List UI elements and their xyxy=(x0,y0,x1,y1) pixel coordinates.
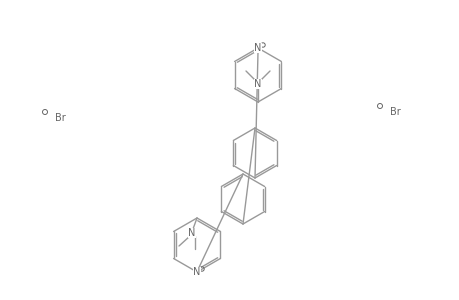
Text: N: N xyxy=(254,43,261,53)
Text: N: N xyxy=(193,267,200,277)
Text: Br: Br xyxy=(55,113,66,123)
Text: N: N xyxy=(254,79,261,89)
Text: Br: Br xyxy=(389,107,400,117)
Text: N: N xyxy=(188,228,195,238)
